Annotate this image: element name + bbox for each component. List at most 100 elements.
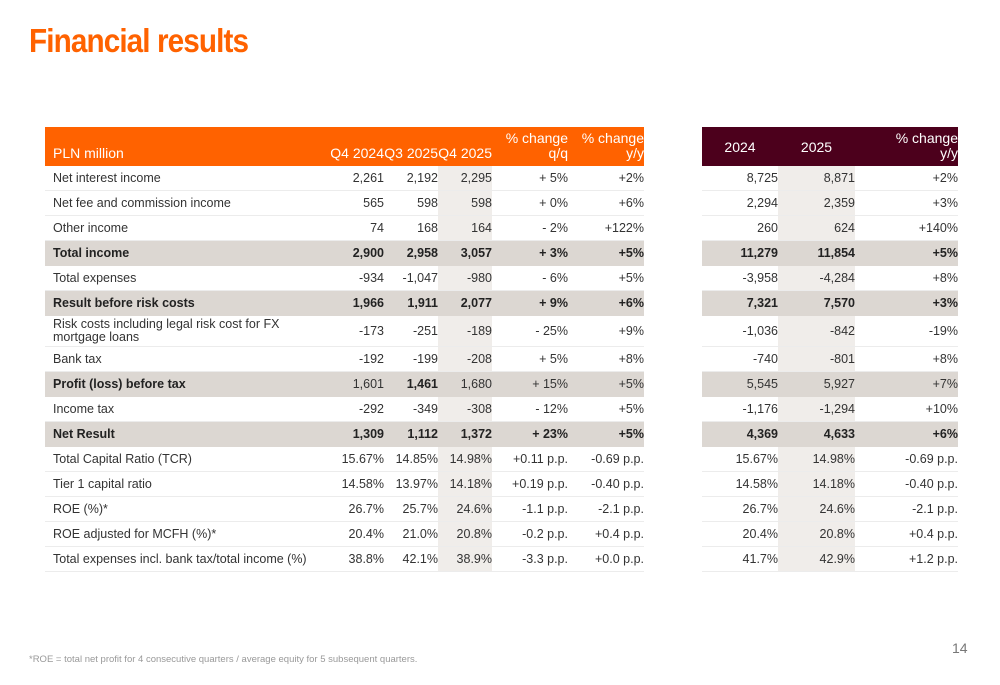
cell-change-yy: -0.40 p.p. — [568, 472, 644, 496]
cell-year-2025: 24.6% — [778, 497, 855, 521]
cell-q4-2025-text: -308 — [466, 402, 492, 416]
cell-q3-2025-text: 598 — [417, 196, 438, 210]
cell-year-2025-text: -4,284 — [819, 271, 855, 285]
table-row: 4,369 4,633 +6% — [702, 422, 958, 447]
cell-change-yy: -0.69 p.p. — [568, 447, 644, 471]
row-label-text: ROE adjusted for MCFH (%)* — [53, 527, 217, 541]
row-label: ROE (%)* — [45, 497, 330, 521]
cell-year-2024: 20.4% — [702, 522, 778, 546]
table-row: Tier 1 capital ratio 14.58% 13.97% 14.18% +0… — [45, 472, 644, 497]
table-row: -3,958 -4,284 +8% — [702, 266, 958, 291]
annual-results-table: 2024 2025% change y/y 8,725 8,871 +2% 2,294 2,… — [702, 127, 958, 572]
cell-q3-2025: -199 — [384, 347, 438, 371]
cell-year-2025: 7,570 — [778, 291, 855, 315]
cell-change-yy: +140% — [855, 216, 958, 240]
cell-year-2025: -801 — [778, 347, 855, 371]
cell-year-2025-text: 24.6% — [819, 502, 855, 516]
table-header: 2024 2025 % change y/y — [702, 127, 958, 166]
row-label: Profit (loss) before tax — [45, 372, 330, 396]
cell-q4-2025: -980 — [438, 266, 492, 290]
cell-q4-2024-text: 1,601 — [352, 377, 384, 391]
cell-change-qq: + 0% — [492, 191, 568, 215]
cell-q4-2025-text: 164 — [471, 221, 492, 235]
cell-change-yy-text: +0.4 p.p. — [909, 527, 958, 541]
cell-q4-2024-text: -292 — [358, 402, 384, 416]
cell-q4-2024-text: 2,900 — [352, 246, 384, 260]
header-change-yy-text: % change y/y — [581, 130, 644, 161]
cell-q4-2024: 1,966 — [330, 291, 384, 315]
cell-change-yy-text: +8% — [932, 352, 958, 366]
header-q3-2025: Q3 2025 — [384, 127, 438, 166]
cell-change-qq: -0.2 p.p. — [492, 522, 568, 546]
cell-q4-2024-text: 20.4% — [348, 527, 384, 541]
table-row: 260 624 +140% — [702, 216, 958, 241]
cell-q3-2025: 42.1% — [384, 547, 438, 571]
cell-q3-2025-text: -199 — [412, 352, 438, 366]
header-q4-2025: Q4 2025 — [438, 127, 492, 166]
row-label-text: Result before risk costs — [53, 296, 195, 310]
cell-q4-2024-text: -192 — [358, 352, 384, 366]
cell-change-yy-text: +1.2 p.p. — [909, 552, 958, 566]
row-label: Risk costs including legal risk cost for… — [45, 316, 330, 346]
cell-change-yy-text: +6% — [618, 296, 644, 310]
row-label-text: Risk costs including legal risk cost for… — [53, 317, 280, 344]
cell-q3-2025-text: 1,112 — [407, 427, 438, 441]
cell-change-qq: + 3% — [492, 241, 568, 265]
cell-change-yy: +2% — [568, 166, 644, 190]
cell-q4-2025-text: 3,057 — [460, 246, 492, 260]
cell-year-2024: 15.67% — [702, 447, 778, 471]
cell-year-2024: 260 — [702, 216, 778, 240]
cell-change-qq-text: -1.1 p.p. — [522, 502, 568, 516]
row-label: Tier 1 capital ratio — [45, 472, 330, 496]
cell-change-qq-text: + 9% — [539, 296, 568, 310]
cell-q4-2024: 1,601 — [330, 372, 384, 396]
cell-q4-2025-text: 38.9% — [456, 552, 492, 566]
cell-change-yy-text: +5% — [618, 377, 644, 391]
cell-change-qq-text: +0.11 p.p. — [512, 452, 568, 466]
cell-q4-2024-text: 565 — [363, 196, 384, 210]
cell-change-yy: +5% — [568, 372, 644, 396]
row-label-text: ROE (%)* — [53, 502, 108, 516]
cell-year-2024-text: -1,176 — [742, 402, 778, 416]
cell-change-qq: + 5% — [492, 347, 568, 371]
cell-year-2024: 5,545 — [702, 372, 778, 396]
table-row: 2,294 2,359 +3% — [702, 191, 958, 216]
cell-year-2024: 41.7% — [702, 547, 778, 571]
cell-year-2025-text: 11,854 — [817, 246, 855, 260]
cell-year-2025: 4,633 — [778, 422, 855, 446]
cell-change-yy: +5% — [568, 241, 644, 265]
cell-change-yy-text: +2% — [932, 171, 958, 185]
header-label: PLN million — [45, 127, 330, 166]
cell-change-yy-text: +8% — [618, 352, 644, 366]
cell-change-qq: +0.11 p.p. — [492, 447, 568, 471]
cell-change-yy-text: -2.1 p.p. — [598, 502, 644, 516]
cell-q3-2025: 2,958 — [384, 241, 438, 265]
cell-change-yy: -2.1 p.p. — [568, 497, 644, 521]
cell-change-qq-text: -0.2 p.p. — [522, 527, 568, 541]
header-year-2025: 2025 — [778, 127, 855, 166]
cell-year-2025-text: 8,871 — [823, 171, 855, 185]
cell-change-yy: +1.2 p.p. — [855, 547, 958, 571]
cell-change-qq-text: - 25% — [535, 324, 568, 338]
cell-change-yy: +5% — [568, 422, 644, 446]
cell-q4-2024: -292 — [330, 397, 384, 421]
cell-q4-2025-text: 24.6% — [456, 502, 492, 516]
cell-change-qq: - 12% — [492, 397, 568, 421]
cell-change-qq: + 23% — [492, 422, 568, 446]
cell-change-qq: - 25% — [492, 316, 568, 346]
header-year-2024-text: 2024 — [724, 139, 756, 155]
cell-change-yy-text: -0.40 p.p. — [591, 477, 644, 491]
cell-year-2024: 8,725 — [702, 166, 778, 190]
quarterly-results-table: PLN million Q4 2024 Q3 2025 Q4 2025 % change… — [45, 127, 644, 572]
row-label: Total Capital Ratio (TCR) — [45, 447, 330, 471]
cell-q3-2025-text: 25.7% — [402, 502, 438, 516]
table-row: 26.7% 24.6% -2.1 p.p. — [702, 497, 958, 522]
cell-change-qq: + 5% — [492, 166, 568, 190]
cell-q4-2025: 14.18% — [438, 472, 492, 496]
row-label-text: Total income — [53, 246, 130, 260]
row-label-text: Total Capital Ratio (TCR) — [53, 452, 192, 466]
cell-q4-2024-text: 2,261 — [352, 171, 384, 185]
page-title: Financial results — [29, 22, 249, 59]
row-label: ROE adjusted for MCFH (%)* — [45, 522, 330, 546]
cell-q4-2024-text: 74 — [370, 221, 384, 235]
